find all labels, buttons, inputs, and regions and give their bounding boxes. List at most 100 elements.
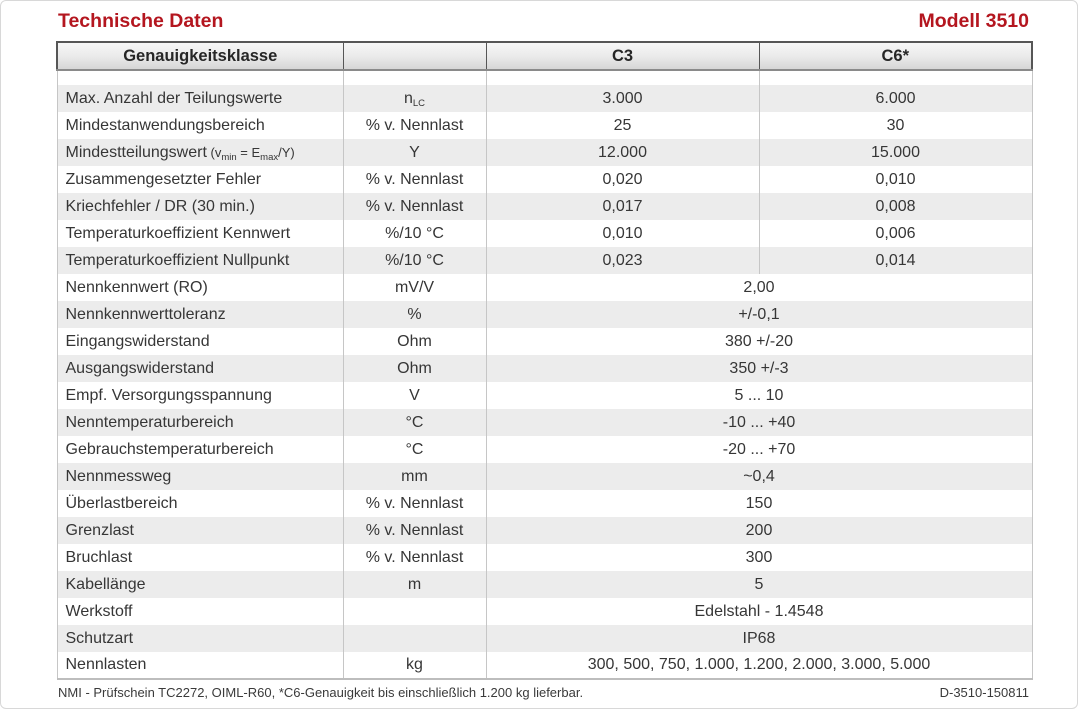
row-unit: m bbox=[342, 571, 487, 598]
row-unit: mm bbox=[342, 463, 487, 490]
table-header-row: Genauigkeitsklasse C3 C6* bbox=[56, 41, 1033, 71]
row-value-c6: 0,010 bbox=[758, 166, 1033, 193]
row-unit: % bbox=[342, 301, 487, 328]
row-unit: kg bbox=[342, 652, 487, 680]
table-row: Zusammengesetzter Fehler% v. Nennlast 0,0… bbox=[56, 166, 1033, 193]
row-label-note: (vmin = Emax/Y) bbox=[206, 144, 295, 163]
row-unit: % v. Nennlast bbox=[342, 490, 487, 517]
row-value-c6: 6.000 bbox=[758, 85, 1033, 112]
spacer-cell bbox=[56, 70, 344, 85]
row-unit: %/10 °C bbox=[342, 247, 487, 274]
table-row: Nennlasten kg 300, 500, 750, 1.000, 1.200,… bbox=[56, 652, 1033, 680]
row-label: Grenzlast bbox=[56, 517, 344, 544]
row-value-merged: +/-0,1 bbox=[485, 301, 1033, 328]
row-label: Schutzart bbox=[56, 625, 344, 652]
table-row: Nennkennwerttoleranz% +/-0,1 bbox=[56, 301, 1033, 328]
table-row: Werkstoff Edelstahl - 1.4548 bbox=[56, 598, 1033, 625]
row-value-merged: 5 ... 10 bbox=[485, 382, 1033, 409]
row-unit bbox=[342, 598, 487, 625]
row-label: Nennkennwerttoleranz bbox=[56, 301, 344, 328]
row-value-c6: 0,008 bbox=[758, 193, 1033, 220]
row-label: Mindestanwendungsbereich bbox=[56, 112, 344, 139]
row-value-c6: 0,014 bbox=[758, 247, 1033, 274]
row-value-merged: 200 bbox=[485, 517, 1033, 544]
spacer-row bbox=[56, 70, 1033, 85]
table-row: Kabellänge m 5 bbox=[56, 571, 1033, 598]
row-label: Temperaturkoeffizient Kennwert bbox=[56, 220, 344, 247]
row-unit: °C bbox=[342, 409, 487, 436]
table-row: Max. Anzahl der Teilungswerte nLC 3.000 6.0… bbox=[56, 85, 1033, 112]
row-unit bbox=[342, 625, 487, 652]
table-row: Eingangswiderstand Ohm 380 +/-20 bbox=[56, 328, 1033, 355]
table-row: Schutzart IP68 bbox=[56, 625, 1033, 652]
row-unit: % v. Nennlast bbox=[342, 112, 487, 139]
table-row: Mindestteilungswert (vmin = Emax/Y) Y 12.0… bbox=[56, 139, 1033, 166]
table-row: Grenzlast% v. Nennlast 200 bbox=[56, 517, 1033, 544]
header-c3: C3 bbox=[485, 41, 760, 71]
table-row: Temperaturkoeffizient Kennwert %/10 °C 0,0… bbox=[56, 220, 1033, 247]
row-unit: nLC bbox=[342, 85, 487, 112]
table-row: Empf. Versorgungsspannung V 5 ... 10 bbox=[56, 382, 1033, 409]
row-value-merged: 2,00 bbox=[485, 274, 1033, 301]
row-value-merged: 5 bbox=[485, 571, 1033, 598]
row-value-c3: 0,017 bbox=[485, 193, 760, 220]
row-label: Nennkennwert (RO) bbox=[56, 274, 344, 301]
row-unit: °C bbox=[342, 436, 487, 463]
row-value-c3: 0,010 bbox=[485, 220, 760, 247]
table-row: Überlastbereich% v. Nennlast 150 bbox=[56, 490, 1033, 517]
header-bar: Technische Daten Modell 3510 bbox=[1, 1, 1077, 33]
row-value-c3: 25 bbox=[485, 112, 760, 139]
row-label: Überlastbereich bbox=[56, 490, 344, 517]
row-value-merged: 150 bbox=[485, 490, 1033, 517]
row-value-merged: Edelstahl - 1.4548 bbox=[485, 598, 1033, 625]
row-value-merged: -20 ... +70 bbox=[485, 436, 1033, 463]
row-value-merged: -10 ... +40 bbox=[485, 409, 1033, 436]
header-c6: C6* bbox=[758, 41, 1033, 71]
footer-doc-id: D-3510-150811 bbox=[939, 685, 1029, 700]
row-unit: % v. Nennlast bbox=[342, 166, 487, 193]
spacer-cell bbox=[758, 70, 1033, 85]
row-value-merged: ~0,4 bbox=[485, 463, 1033, 490]
row-label: Gebrauchstemperaturbereich bbox=[56, 436, 344, 463]
table-row: Ausgangswiderstand Ohm 350 +/-3 bbox=[56, 355, 1033, 382]
row-label: Eingangswiderstand bbox=[56, 328, 344, 355]
row-label: Ausgangswiderstand bbox=[56, 355, 344, 382]
technical-data-table: Genauigkeitsklasse C3 C6* Max. Anzahl de… bbox=[56, 41, 1033, 680]
row-label: Nenntemperaturbereich bbox=[56, 409, 344, 436]
row-unit: Y bbox=[342, 139, 487, 166]
row-value-c6: 15.000 bbox=[758, 139, 1033, 166]
row-value-c6: 0,006 bbox=[758, 220, 1033, 247]
row-value-c3: 0,020 bbox=[485, 166, 760, 193]
row-label: Empf. Versorgungsspannung bbox=[56, 382, 344, 409]
row-label: Kabellänge bbox=[56, 571, 344, 598]
table-row: Kriechfehler / DR (30 min.)% v. Nennlast… bbox=[56, 193, 1033, 220]
model-label: Modell 3510 bbox=[918, 10, 1029, 32]
row-unit: % v. Nennlast bbox=[342, 517, 487, 544]
row-value-merged: 300 bbox=[485, 544, 1033, 571]
row-unit: % v. Nennlast bbox=[342, 544, 487, 571]
table-row: Bruchlast% v. Nennlast 300 bbox=[56, 544, 1033, 571]
row-value-c3: 12.000 bbox=[485, 139, 760, 166]
row-unit: Ohm bbox=[342, 355, 487, 382]
table-row: Nennkennwert (RO) mV/V 2,00 bbox=[56, 274, 1033, 301]
row-label: Werkstoff bbox=[56, 598, 344, 625]
footer-bar: NMI - Prüfschein TC2272, OIML-R60, *C6-G… bbox=[58, 685, 1029, 700]
row-value-merged: 380 +/-20 bbox=[485, 328, 1033, 355]
row-value-merged: IP68 bbox=[485, 625, 1033, 652]
row-label: Max. Anzahl der Teilungswerte bbox=[56, 85, 344, 112]
row-unit: %/10 °C bbox=[342, 220, 487, 247]
row-value-merged: 300, 500, 750, 1.000, 1.200, 2.000, 3.00… bbox=[485, 652, 1033, 680]
row-label: Bruchlast bbox=[56, 544, 344, 571]
table-row: Mindestanwendungsbereich% v. Nennlast 25 3… bbox=[56, 112, 1033, 139]
row-unit: % v. Nennlast bbox=[342, 193, 487, 220]
spacer-cell bbox=[485, 70, 760, 85]
footer-note: NMI - Prüfschein TC2272, OIML-R60, *C6-G… bbox=[58, 685, 584, 700]
row-label: Zusammengesetzter Fehler bbox=[56, 166, 344, 193]
row-label: Temperaturkoeffizient Nullpunkt bbox=[56, 247, 344, 274]
table-row: Nenntemperaturbereich °C -10 ... +40 bbox=[56, 409, 1033, 436]
header-unit-column bbox=[342, 41, 487, 71]
spacer-cell bbox=[342, 70, 487, 85]
row-unit: Ohm bbox=[342, 328, 487, 355]
table-row: Temperaturkoeffizient Nullpunkt %/10 °C 0,… bbox=[56, 247, 1033, 274]
